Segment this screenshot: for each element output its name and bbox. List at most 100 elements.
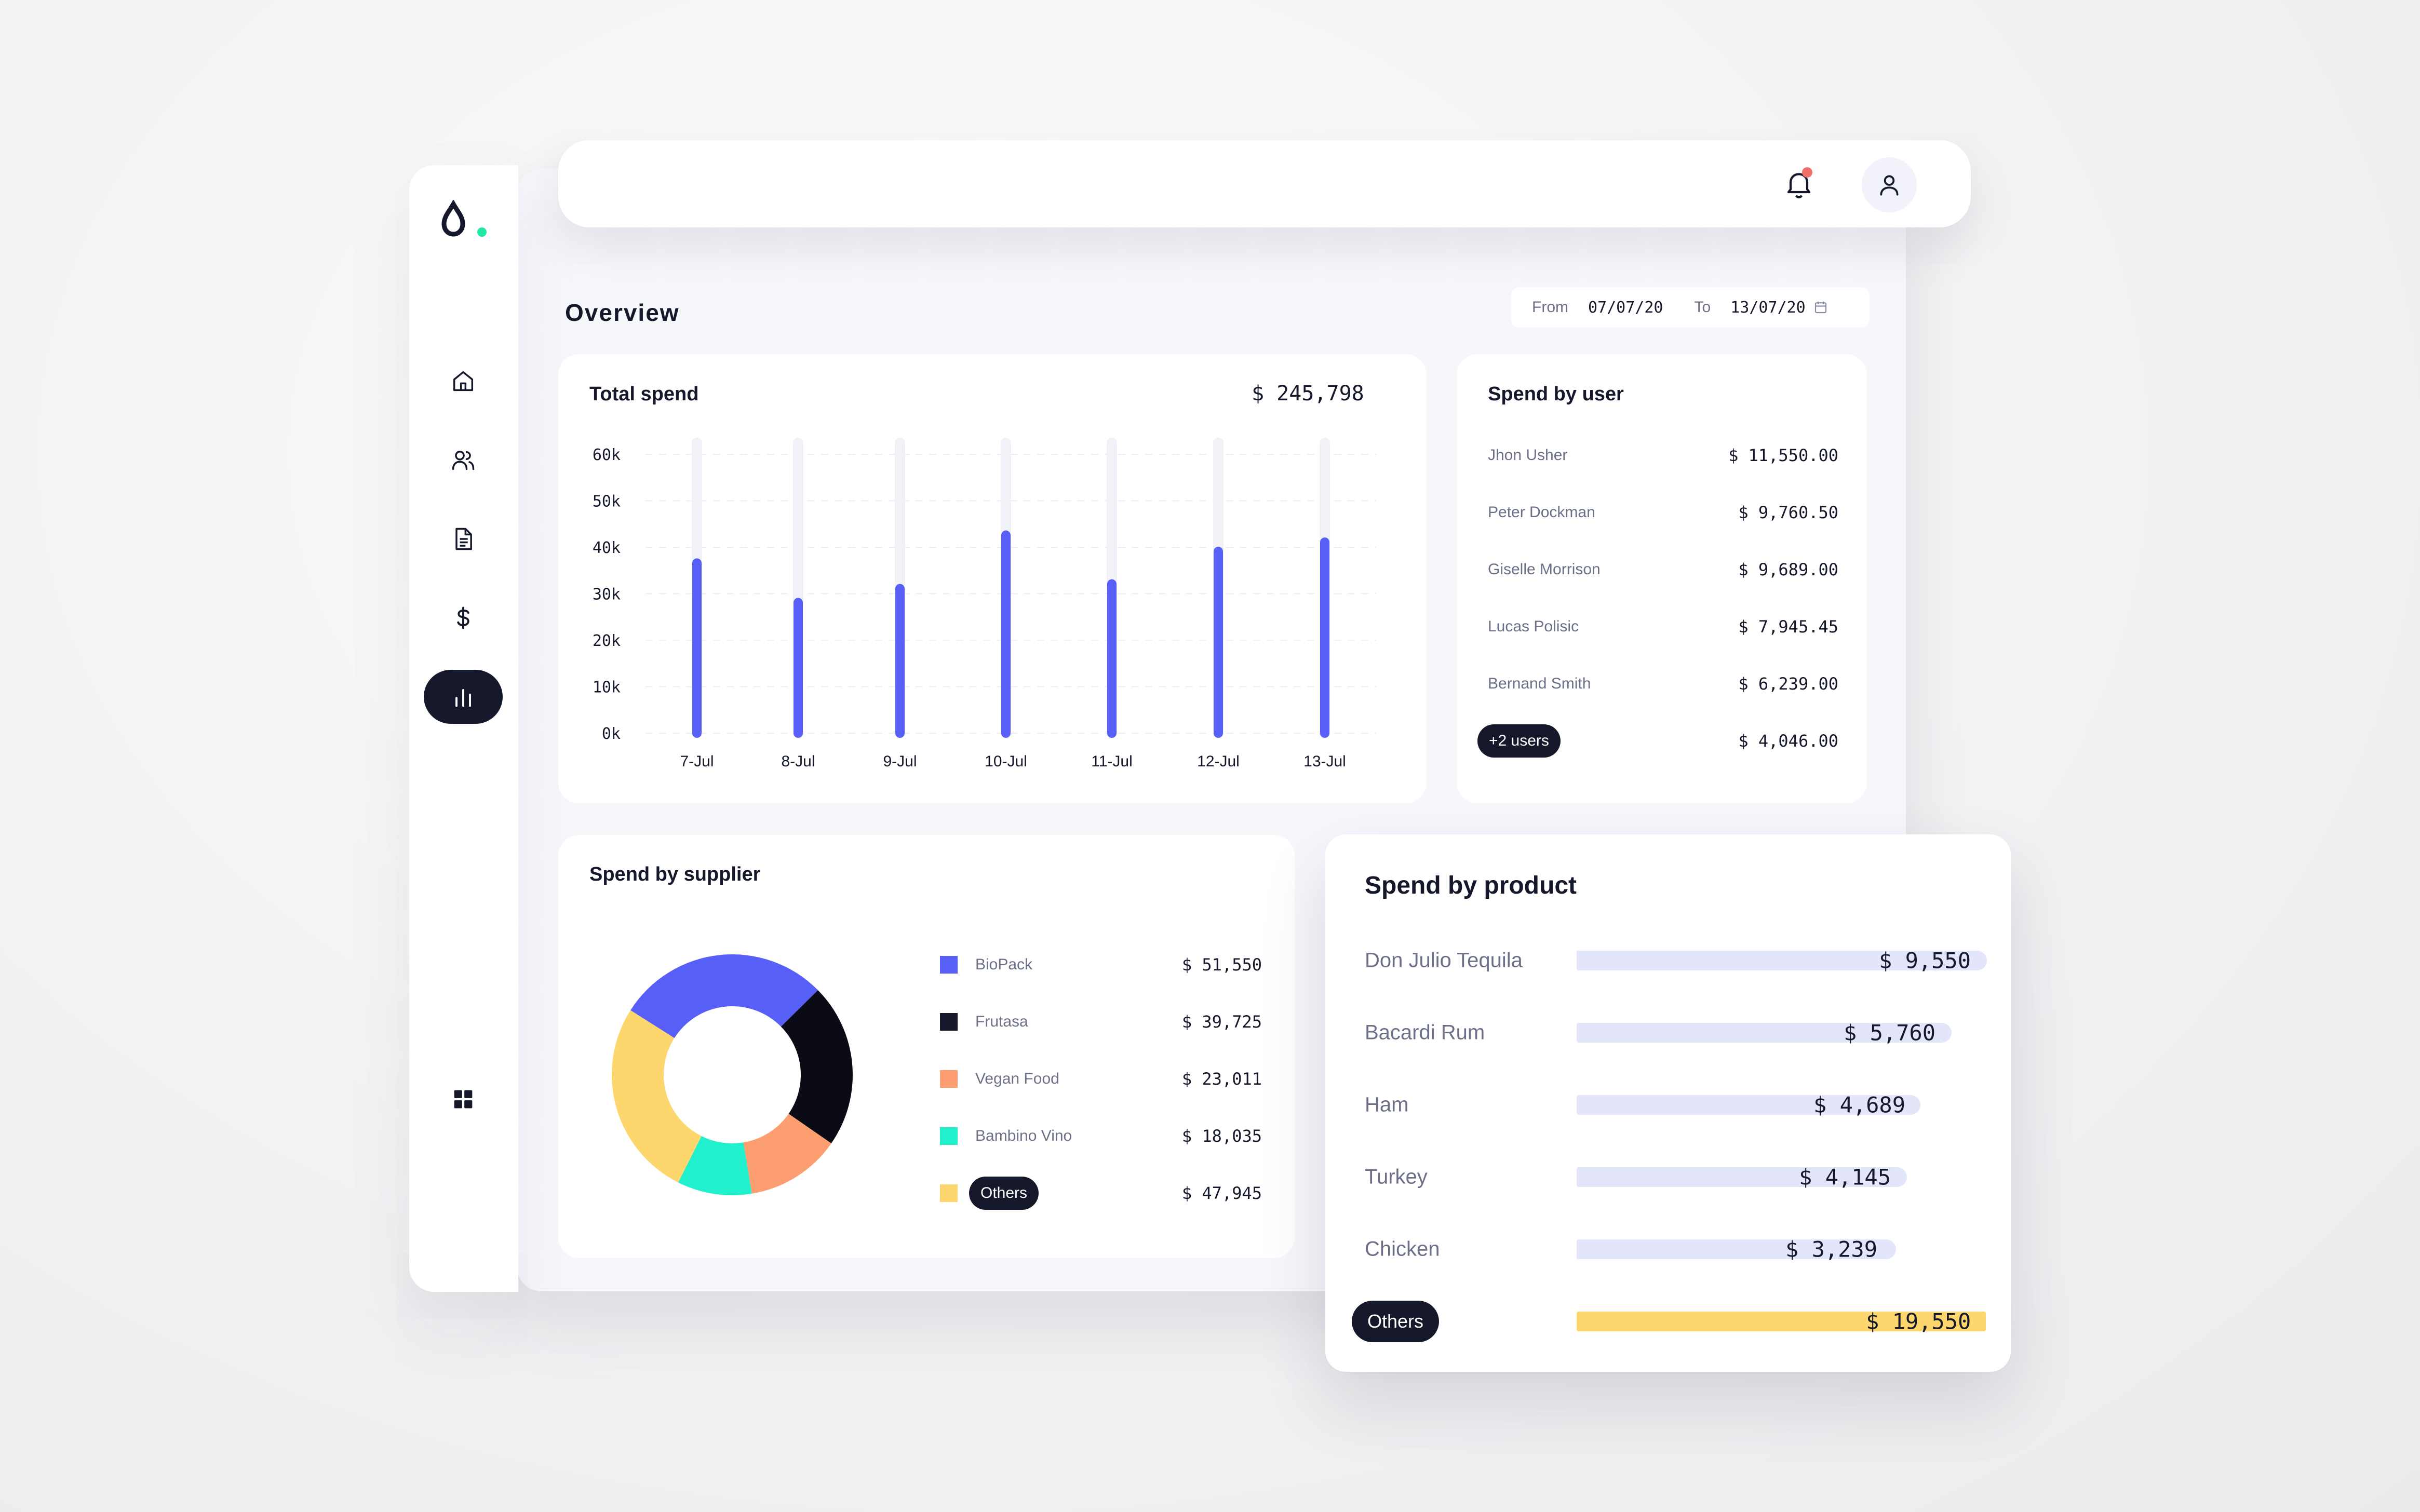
product-value: $ 9,550 xyxy=(1879,948,1971,974)
product-row[interactable]: Turkey $ 4,145 xyxy=(1365,1156,1983,1198)
supplier-donut-chart xyxy=(612,954,853,1195)
total-spend-card xyxy=(558,354,1427,803)
x-tick-label: 9-Jul xyxy=(883,753,917,770)
others-pill[interactable]: Others xyxy=(1352,1301,1440,1342)
product-value: $ 19,550 xyxy=(1866,1308,1971,1334)
x-tick-label: 13-Jul xyxy=(1303,753,1346,770)
from-date-value[interactable]: 07/07/20 xyxy=(1588,298,1663,317)
spend-by-supplier-title: Spend by supplier xyxy=(589,863,761,885)
product-value: $ 4,145 xyxy=(1799,1164,1891,1190)
x-tick-label: 10-Jul xyxy=(985,753,1027,770)
dollar-icon xyxy=(457,606,469,629)
legend-item[interactable]: Frutasa $ 39,725 xyxy=(940,1004,1262,1040)
user-row[interactable]: Bernand Smith $ 6,239.00 xyxy=(1488,668,1838,699)
product-bar xyxy=(1577,1239,1896,1259)
legend-label: Frutasa xyxy=(975,1013,1028,1030)
nav-documents[interactable] xyxy=(424,512,503,566)
nav-payments[interactable] xyxy=(424,591,503,645)
y-tick-label: 50k xyxy=(593,493,621,511)
document-icon xyxy=(455,528,472,550)
legend-label-wrap: Others xyxy=(969,1177,1182,1210)
spend-by-supplier-card xyxy=(558,835,1295,1258)
donut-slice[interactable] xyxy=(630,954,818,1038)
product-row[interactable]: Chicken $ 3,239 xyxy=(1365,1228,1983,1270)
user-name: Peter Dockman xyxy=(1488,504,1595,521)
donut-slice[interactable] xyxy=(678,1136,752,1195)
date-range-picker[interactable]: From 07/07/20 To 13/07/20 xyxy=(1511,287,1870,328)
user-spend: $ 7,945.45 xyxy=(1738,617,1838,637)
top-bar xyxy=(558,140,1971,227)
page-title: Overview xyxy=(565,299,680,326)
user-name: Lucas Polisic xyxy=(1488,618,1579,635)
product-bar xyxy=(1577,951,1987,970)
legend-value: $ 23,011 xyxy=(1181,1069,1262,1089)
legend-value: $ 18,035 xyxy=(1181,1126,1262,1146)
users-icon xyxy=(452,451,475,470)
donut-slice[interactable] xyxy=(612,1010,702,1183)
product-name: Chicken xyxy=(1365,1237,1440,1261)
brand-logo[interactable] xyxy=(439,199,496,241)
x-tick-label: 12-Jul xyxy=(1197,753,1240,770)
home-icon xyxy=(453,371,474,392)
donut-slice[interactable] xyxy=(743,1114,831,1194)
more-users-row[interactable]: +2 users $ 4,046.00 xyxy=(1477,724,1838,758)
legend-swatch xyxy=(940,1127,958,1145)
user-row[interactable]: Jhon Usher $ 11,550.00 xyxy=(1488,440,1838,471)
legend-item[interactable]: Bambino Vino $ 18,035 xyxy=(940,1118,1262,1154)
more-users-pill[interactable]: +2 users xyxy=(1477,724,1561,758)
user-spend: $ 11,550.00 xyxy=(1728,446,1838,465)
product-row-others[interactable]: Others $ 19,550 xyxy=(1352,1301,1986,1342)
product-name: Don Julio Tequila xyxy=(1365,949,1523,972)
product-row[interactable]: Bacardi Rum $ 5,760 xyxy=(1365,1012,1983,1054)
legend-item[interactable]: Vegan Food $ 23,011 xyxy=(940,1061,1262,1097)
user-row[interactable]: Lucas Polisic $ 7,945.45 xyxy=(1488,611,1838,642)
legend-swatch xyxy=(940,1184,958,1202)
more-users-spend: $ 4,046.00 xyxy=(1738,731,1838,751)
product-row[interactable]: Don Julio Tequila $ 9,550 xyxy=(1365,940,1987,981)
user-menu-button[interactable] xyxy=(1862,157,1917,212)
nav-users[interactable] xyxy=(424,433,503,487)
product-bar xyxy=(1577,1095,1920,1115)
nav-analytics[interactable] xyxy=(424,670,503,724)
user-row[interactable]: Giselle Morrison $ 9,689.00 xyxy=(1488,554,1838,585)
product-value: $ 4,689 xyxy=(1813,1092,1906,1118)
user-icon xyxy=(1880,175,1899,196)
x-tick-label: 8-Jul xyxy=(781,753,815,770)
legend-item[interactable]: Others $ 47,945 xyxy=(940,1175,1262,1211)
legend-label: Vegan Food xyxy=(975,1070,1059,1087)
product-name: Bacardi Rum xyxy=(1365,1021,1485,1044)
donut-slice[interactable] xyxy=(781,990,853,1144)
spend-by-user-title: Spend by user xyxy=(1488,383,1624,405)
legend-swatch xyxy=(940,956,958,974)
user-spend: $ 6,239.00 xyxy=(1738,674,1838,694)
product-name: Ham xyxy=(1365,1093,1409,1116)
y-tick-label: 0k xyxy=(602,725,621,743)
legend-swatch xyxy=(940,1070,958,1088)
others-pill[interactable]: Others xyxy=(969,1177,1039,1210)
y-tick-label: 30k xyxy=(593,586,621,604)
y-tick-label: 20k xyxy=(593,632,621,650)
to-date-value[interactable]: 13/07/20 xyxy=(1730,298,1806,317)
total-spend-amount: $ 245,798 xyxy=(1252,382,1364,406)
legend-value: $ 39,725 xyxy=(1181,1012,1262,1032)
product-row[interactable]: Ham $ 4,689 xyxy=(1365,1084,1983,1126)
x-tick-label: 11-Jul xyxy=(1091,753,1132,770)
calendar-icon[interactable] xyxy=(1813,300,1829,315)
user-name: Bernand Smith xyxy=(1488,675,1591,692)
total-spend-title: Total spend xyxy=(589,383,699,405)
legend-item[interactable]: BioPack $ 51,550 xyxy=(940,947,1262,983)
notification-dot xyxy=(1802,167,1812,178)
user-row[interactable]: Peter Dockman $ 9,760.50 xyxy=(1488,497,1838,528)
legend-value: $ 47,945 xyxy=(1181,1183,1262,1203)
sidebar xyxy=(409,165,518,1292)
product-value: $ 5,760 xyxy=(1844,1020,1936,1046)
user-spend: $ 9,760.50 xyxy=(1738,503,1838,522)
bell-icon[interactable] xyxy=(1782,167,1816,200)
nav-apps[interactable] xyxy=(424,1072,503,1126)
y-tick-label: 40k xyxy=(593,539,621,557)
spend-by-product-title: Spend by product xyxy=(1365,872,1577,899)
from-label: From xyxy=(1532,299,1568,316)
user-name: Jhon Usher xyxy=(1488,447,1568,464)
nav-home[interactable] xyxy=(424,354,503,408)
user-spend: $ 9,689.00 xyxy=(1738,560,1838,579)
